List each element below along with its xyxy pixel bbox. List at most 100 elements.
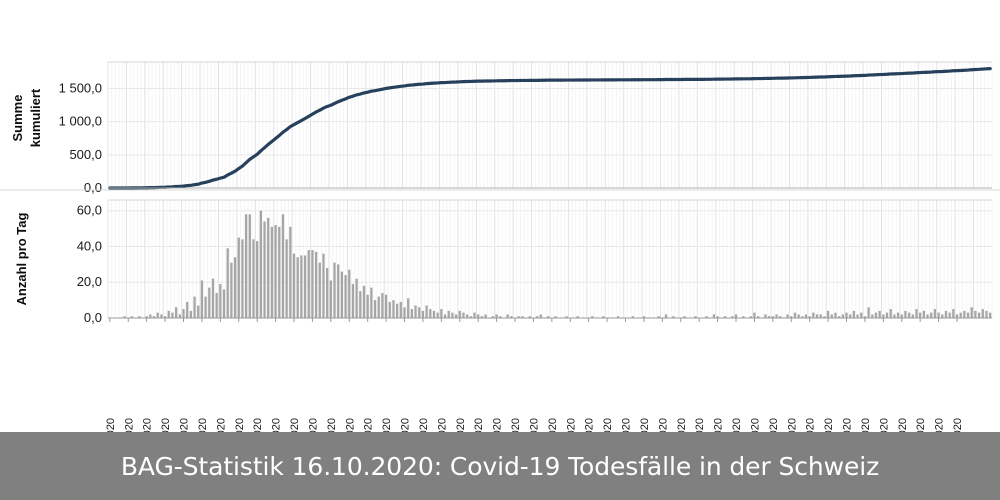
bar [300, 255, 302, 318]
axis-title-cumulative-2: kumuliert [28, 88, 43, 147]
bar [193, 297, 195, 318]
bar [337, 264, 339, 318]
bar [540, 314, 542, 318]
bar [149, 314, 151, 318]
bar [882, 314, 884, 318]
bar [330, 280, 332, 318]
x-tick-label: 11.05.2020 [381, 418, 393, 432]
bar [971, 307, 973, 318]
x-tick-label: 13.10.2020 [952, 418, 964, 432]
bar [245, 214, 247, 318]
y-tick-label-bottom: 0,0 [84, 310, 102, 325]
bar [860, 313, 862, 318]
x-tick-label: 06.04.2020 [252, 418, 264, 432]
x-tick-label: 17.03.2020 [179, 418, 191, 432]
bar [157, 313, 159, 318]
x-tick-label: 24.08.2020 [768, 418, 780, 432]
bar [168, 311, 170, 318]
x-tick-label: 14.08.2020 [731, 418, 743, 432]
bar [204, 297, 206, 318]
bar [805, 314, 807, 318]
bar [912, 314, 914, 318]
bar [286, 239, 288, 318]
bar [786, 314, 788, 318]
x-tick-label: 15.06.2020 [510, 418, 522, 432]
bar [263, 221, 265, 318]
bar [374, 300, 376, 318]
bar [267, 218, 269, 318]
covid-deaths-chart: 0,0500,01 000,01 500,00,020,040,060,0Sum… [0, 0, 1000, 432]
bar [812, 313, 814, 318]
x-tick-label: 30.06.2020 [565, 418, 577, 432]
bar [175, 307, 177, 318]
bar [249, 214, 251, 318]
x-tick-label: 26.05.2020 [436, 418, 448, 432]
bar [960, 313, 962, 318]
x-tick-label: 16.04.2020 [289, 418, 301, 432]
bar [466, 314, 468, 318]
bar [293, 254, 295, 318]
x-tick-label: 03.09.2020 [805, 418, 817, 432]
bar [735, 314, 737, 318]
bar [495, 314, 497, 318]
bar [238, 238, 240, 318]
bar [901, 314, 903, 318]
bar [359, 291, 361, 318]
x-tick-label: 01.05.2020 [344, 418, 356, 432]
x-tick-label: 27.03.2020 [215, 418, 227, 432]
bar [897, 313, 899, 318]
bar [429, 309, 431, 318]
bar [437, 313, 439, 318]
bar [879, 311, 881, 318]
bar [370, 288, 372, 318]
bar [974, 311, 976, 318]
axis-title-daily: Anzahl pro Tag [14, 212, 29, 305]
x-tick-label: 30.07.2020 [676, 418, 688, 432]
x-tick-label: 04.08.2020 [694, 418, 706, 432]
bar [853, 311, 855, 318]
bar [418, 307, 420, 318]
bar [333, 263, 335, 318]
bar [820, 314, 822, 318]
y-tick-label-top: 1 500,0 [59, 81, 102, 96]
x-tick-label: 03.10.2020 [915, 418, 927, 432]
bar [867, 307, 869, 318]
bar [915, 309, 917, 318]
bar [344, 275, 346, 318]
axis-title-cumulative: Summe [10, 95, 25, 142]
x-tick-label: 10.07.2020 [602, 418, 614, 432]
bar [956, 314, 958, 318]
bar [385, 295, 387, 318]
bar [941, 314, 943, 318]
caption-bar: BAG-Statistik 16.10.2020: Covid-19 Todes… [0, 432, 1000, 500]
bar [315, 252, 317, 318]
x-tick-label: 26.04.2020 [326, 418, 338, 432]
bar [260, 211, 262, 318]
bar [794, 313, 796, 318]
bar [764, 314, 766, 318]
bar [297, 257, 299, 318]
bar [160, 314, 162, 318]
bar [875, 313, 877, 318]
bar [919, 313, 921, 318]
bar [308, 250, 310, 318]
x-tick-label: 23.09.2020 [878, 418, 890, 432]
x-tick-label: 08.10.2020 [934, 418, 946, 432]
bar [230, 263, 232, 318]
bar [403, 307, 405, 318]
x-tick-label: 26.02.2020 [105, 418, 117, 432]
bar [477, 314, 479, 318]
bar [348, 270, 350, 318]
y-tick-label-top: 1 000,0 [59, 114, 102, 129]
x-tick-label: 28.09.2020 [897, 418, 909, 432]
bar [963, 311, 965, 318]
bar [355, 279, 357, 318]
x-tick-label: 08.09.2020 [823, 418, 835, 432]
bar [890, 309, 892, 318]
bar [422, 311, 424, 318]
bar [797, 314, 799, 318]
bar [455, 314, 457, 318]
y-tick-label-top: 500,0 [69, 147, 102, 162]
bar [223, 289, 225, 318]
y-tick-label-bottom: 40,0 [77, 238, 102, 253]
